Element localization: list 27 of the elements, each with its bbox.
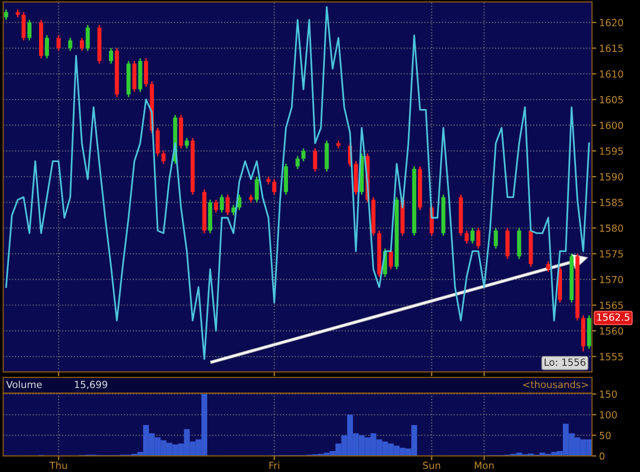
y-tick-label: 1615 [600, 44, 623, 52]
y-tick-label: 0 [600, 452, 604, 460]
y-tick-label: 1600 [600, 122, 624, 130]
y-tick-label: 1580 [600, 224, 624, 232]
x-tick-label: Mon [474, 462, 494, 470]
y-tick-label: 1560 [600, 327, 624, 335]
text: Volume [6, 380, 42, 388]
annotation: Lo: 1556 [544, 358, 586, 366]
y-tick-label: 1555 [600, 353, 623, 360]
text: <thousands> [523, 380, 588, 388]
y-tick-label: 100 [600, 411, 617, 418]
x-tick-label: Thu [49, 462, 67, 470]
y-tick-label: 1620 [600, 18, 624, 26]
text: 15,699 [74, 380, 108, 390]
x-tick-label: Sun [423, 462, 440, 470]
y-tick-label: 150 [600, 390, 617, 398]
text: 1562.5 [597, 313, 630, 321]
y-tick-label: 1585 [600, 198, 623, 206]
y-tick-label: 1575 [600, 250, 623, 258]
x-tick-label: Fri [269, 462, 280, 469]
y-tick-label: 1610 [600, 70, 624, 78]
y-tick-label: 50 [600, 432, 611, 440]
y-tick-label: 1590 [600, 173, 624, 180]
y-tick-label: 1595 [600, 147, 623, 155]
y-tick-label: 1605 [600, 96, 623, 104]
y-tick-label: 1570 [600, 276, 624, 284]
y-tick-label: 1565 [600, 302, 623, 309]
